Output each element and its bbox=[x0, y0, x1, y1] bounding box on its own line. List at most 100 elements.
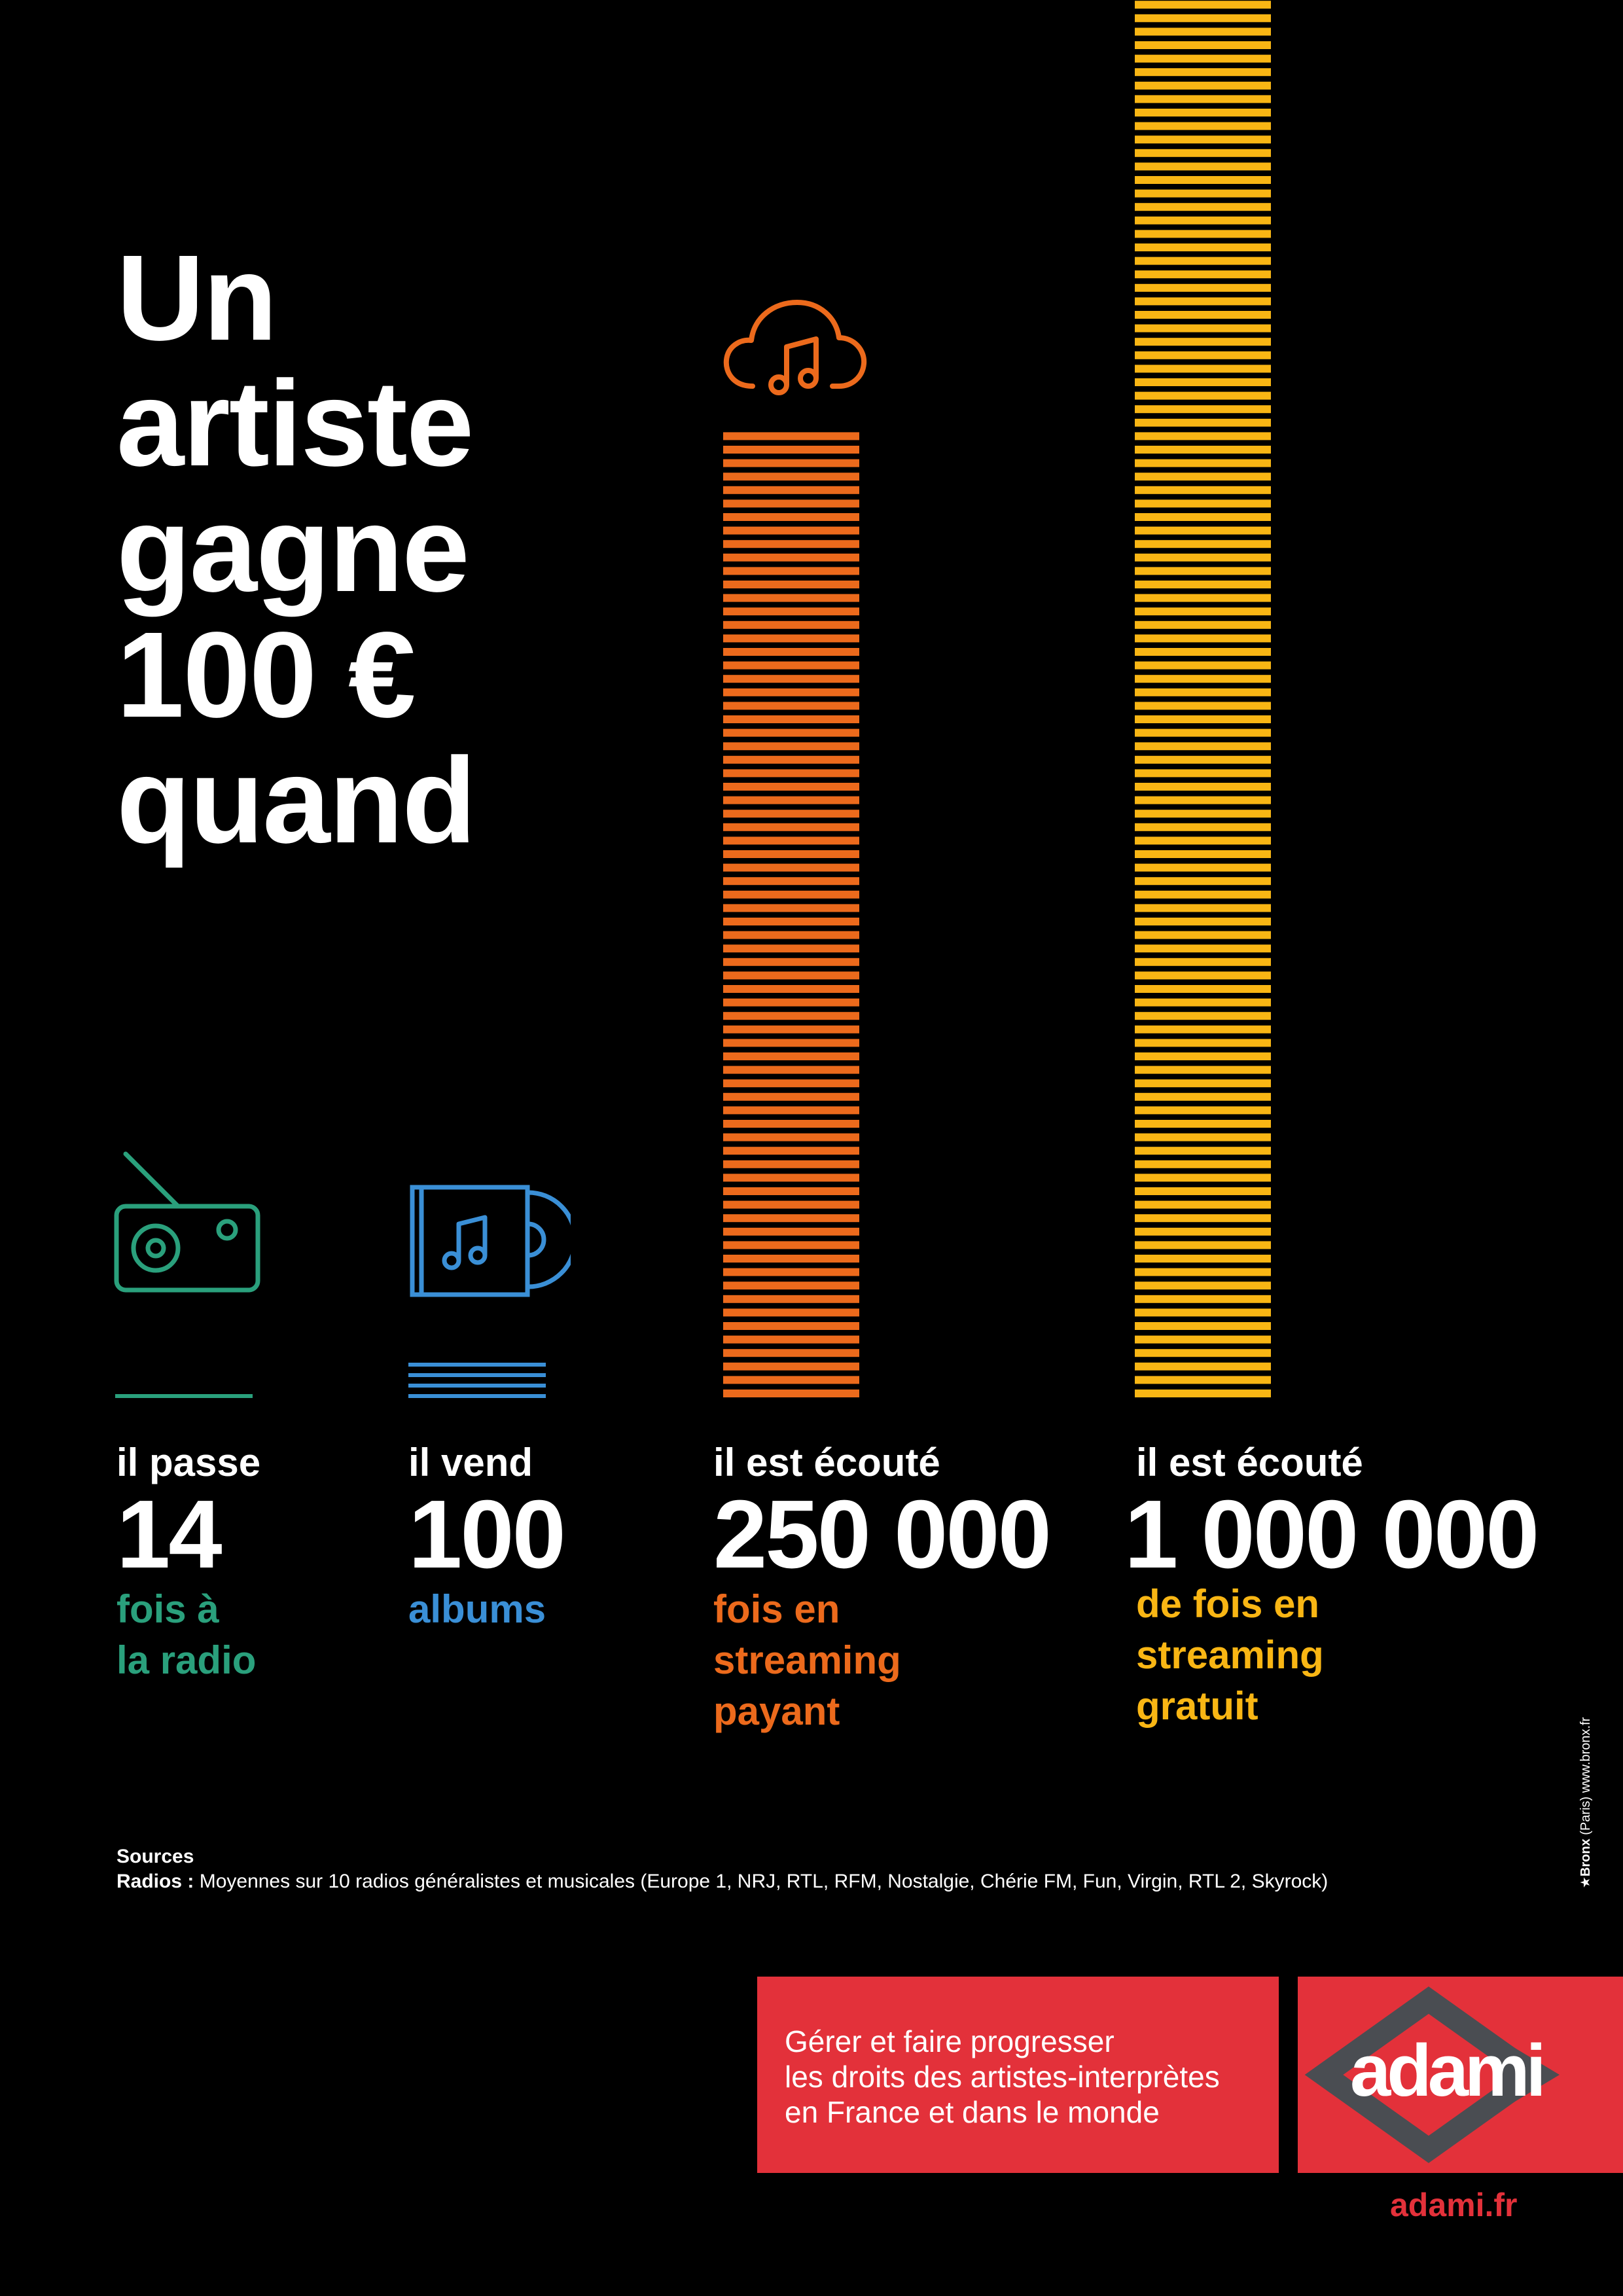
free-streaming-bar-stripe bbox=[1135, 1012, 1271, 1020]
sources-title: Sources bbox=[116, 1846, 194, 1867]
paid-streaming-bar-stripe bbox=[723, 1039, 859, 1047]
stat-albums: il vend 100 albums bbox=[408, 1440, 566, 1635]
free-streaming-bar-stripe bbox=[1135, 41, 1271, 49]
free-streaming-bar-stripe bbox=[1135, 1160, 1271, 1168]
stat-value: 250 000 bbox=[713, 1480, 1052, 1588]
logo-text: adami bbox=[1350, 2030, 1546, 2111]
paid-streaming-bar-stripe bbox=[723, 1200, 859, 1209]
paid-streaming-bar-stripe bbox=[723, 850, 859, 858]
free-streaming-bar-stripe bbox=[1135, 877, 1271, 886]
free-streaming-bar-stripe bbox=[1135, 1025, 1271, 1033]
free-streaming-bar-stripe bbox=[1135, 176, 1271, 184]
free-streaming-bar-stripe bbox=[1135, 14, 1271, 22]
paid-streaming-bar-stripe bbox=[723, 581, 859, 588]
sources-radios: Radios : Moyennes sur 10 radios générali… bbox=[116, 1869, 1328, 1894]
free-streaming-bar-stripe bbox=[1135, 149, 1271, 157]
free-streaming-bar-stripe bbox=[1135, 68, 1271, 77]
free-streaming-bar-stripe bbox=[1135, 688, 1271, 696]
paid-streaming-bar-stripe bbox=[723, 567, 859, 575]
free-streaming-bar-stripe bbox=[1135, 890, 1271, 899]
free-streaming-bar-stripe bbox=[1135, 985, 1271, 993]
free-streaming-bar-stripe bbox=[1135, 95, 1271, 103]
cloud-music-icon bbox=[723, 300, 867, 395]
free-streaming-bar-stripe bbox=[1135, 365, 1271, 373]
free-streaming-bar-stripe bbox=[1135, 1295, 1271, 1303]
stat-sub-line: streaming bbox=[713, 1638, 901, 1682]
paid-streaming-bar-stripe bbox=[723, 904, 859, 912]
paid-streaming-bar-stripe bbox=[723, 1025, 859, 1033]
free-streaming-bar-stripe bbox=[1135, 1282, 1271, 1290]
star-icon: ★ bbox=[1578, 1876, 1593, 1888]
paid-streaming-bar-stripe bbox=[723, 1390, 859, 1397]
paid-streaming-bar-stripe bbox=[723, 742, 859, 751]
free-streaming-bar-stripe bbox=[1135, 311, 1271, 319]
free-streaming-bar-stripe bbox=[1135, 810, 1271, 818]
stat-sub-line: la radio bbox=[116, 1638, 257, 1682]
paid-streaming-bar-stripe bbox=[723, 728, 859, 737]
free-streaming-bar-stripe bbox=[1135, 769, 1271, 778]
free-streaming-bar-stripe bbox=[1135, 1322, 1271, 1330]
paid-streaming-bar-stripe bbox=[723, 459, 859, 467]
free-streaming-bar-stripe bbox=[1135, 351, 1271, 359]
paid-streaming-bar-stripe bbox=[723, 702, 859, 710]
paid-streaming-bar-stripe bbox=[723, 1012, 859, 1020]
paid-streaming-bar-stripe bbox=[723, 877, 859, 886]
paid-streaming-bar-stripe bbox=[723, 432, 859, 440]
free-streaming-bar-stripe bbox=[1135, 1214, 1271, 1223]
paid-streaming-bar-stripe bbox=[723, 1174, 859, 1182]
stat-free-streaming: il est écouté 1 000 000 de fois en strea… bbox=[1124, 1440, 1539, 1732]
free-streaming-bar-stripe bbox=[1135, 1227, 1271, 1236]
free-streaming-bar-stripe bbox=[1135, 473, 1271, 481]
website-link[interactable]: adami.fr bbox=[1390, 2187, 1518, 2223]
free-streaming-bar-stripe bbox=[1135, 540, 1271, 548]
radio-rule bbox=[115, 1394, 253, 1398]
free-streaming-bar-stripe bbox=[1135, 581, 1271, 588]
free-streaming-bar-stripe bbox=[1135, 513, 1271, 521]
free-streaming-bar-stripe bbox=[1135, 823, 1271, 831]
tagline-line: en France et dans le monde bbox=[785, 2095, 1160, 2129]
stat-sub: de fois en streaming gratuit bbox=[1124, 1579, 1537, 1732]
agency-credit: ★Bronx (Paris) www.bronx.fr bbox=[1577, 1717, 1594, 1888]
stat-lead: il passe bbox=[116, 1441, 261, 1484]
paid-streaming-bar-stripe bbox=[723, 553, 859, 562]
free-streaming-bar-stripe bbox=[1135, 230, 1271, 238]
free-streaming-bar-stripe bbox=[1135, 338, 1271, 346]
free-streaming-bar-stripe bbox=[1135, 567, 1271, 575]
free-streaming-bar-stripe bbox=[1135, 1187, 1271, 1195]
paid-streaming-bar-stripe bbox=[723, 594, 859, 602]
sources-radios-text: Moyennes sur 10 radios généralistes et m… bbox=[199, 1871, 1329, 1892]
paid-streaming-bar-stripe bbox=[723, 755, 859, 764]
free-streaming-bar bbox=[1135, 1, 1271, 1397]
paid-streaming-bar-stripe bbox=[723, 661, 859, 670]
free-streaming-bar-stripe bbox=[1135, 1376, 1271, 1384]
free-streaming-bar-stripe bbox=[1135, 526, 1271, 535]
free-streaming-bar-stripe bbox=[1135, 607, 1271, 616]
free-streaming-bar-stripe bbox=[1135, 1255, 1271, 1263]
radio-icon bbox=[114, 1151, 260, 1293]
free-streaming-bar-stripe bbox=[1135, 297, 1271, 306]
free-streaming-bar-stripe bbox=[1135, 648, 1271, 656]
paid-streaming-bar-stripe bbox=[723, 715, 859, 723]
free-streaming-bar-stripe bbox=[1135, 109, 1271, 117]
headline-line: Un bbox=[116, 230, 277, 366]
headline-line: artiste bbox=[116, 356, 474, 492]
free-streaming-bar-stripe bbox=[1135, 1349, 1271, 1357]
paid-streaming-bar-stripe bbox=[723, 1066, 859, 1074]
free-streaming-bar-stripe bbox=[1135, 850, 1271, 858]
free-streaming-bar-stripe bbox=[1135, 1241, 1271, 1249]
paid-streaming-bar-stripe bbox=[723, 526, 859, 535]
free-streaming-bar-stripe bbox=[1135, 283, 1271, 292]
paid-streaming-bar-stripe bbox=[723, 1227, 859, 1236]
free-streaming-bar-stripe bbox=[1135, 1039, 1271, 1047]
free-streaming-bar-stripe bbox=[1135, 1335, 1271, 1344]
free-streaming-bar-stripe bbox=[1135, 270, 1271, 279]
paid-streaming-bar-stripe bbox=[723, 783, 859, 791]
free-streaming-bar-stripe bbox=[1135, 257, 1271, 265]
free-streaming-bar-stripe bbox=[1135, 836, 1271, 845]
free-streaming-bar-stripe bbox=[1135, 998, 1271, 1007]
paid-streaming-bar-stripe bbox=[723, 1160, 859, 1168]
free-streaming-bar-stripe bbox=[1135, 27, 1271, 36]
free-streaming-bar-stripe bbox=[1135, 1, 1271, 9]
free-streaming-bar-stripe bbox=[1135, 971, 1271, 980]
adami-logo[interactable]: adami bbox=[1298, 1977, 1623, 2173]
